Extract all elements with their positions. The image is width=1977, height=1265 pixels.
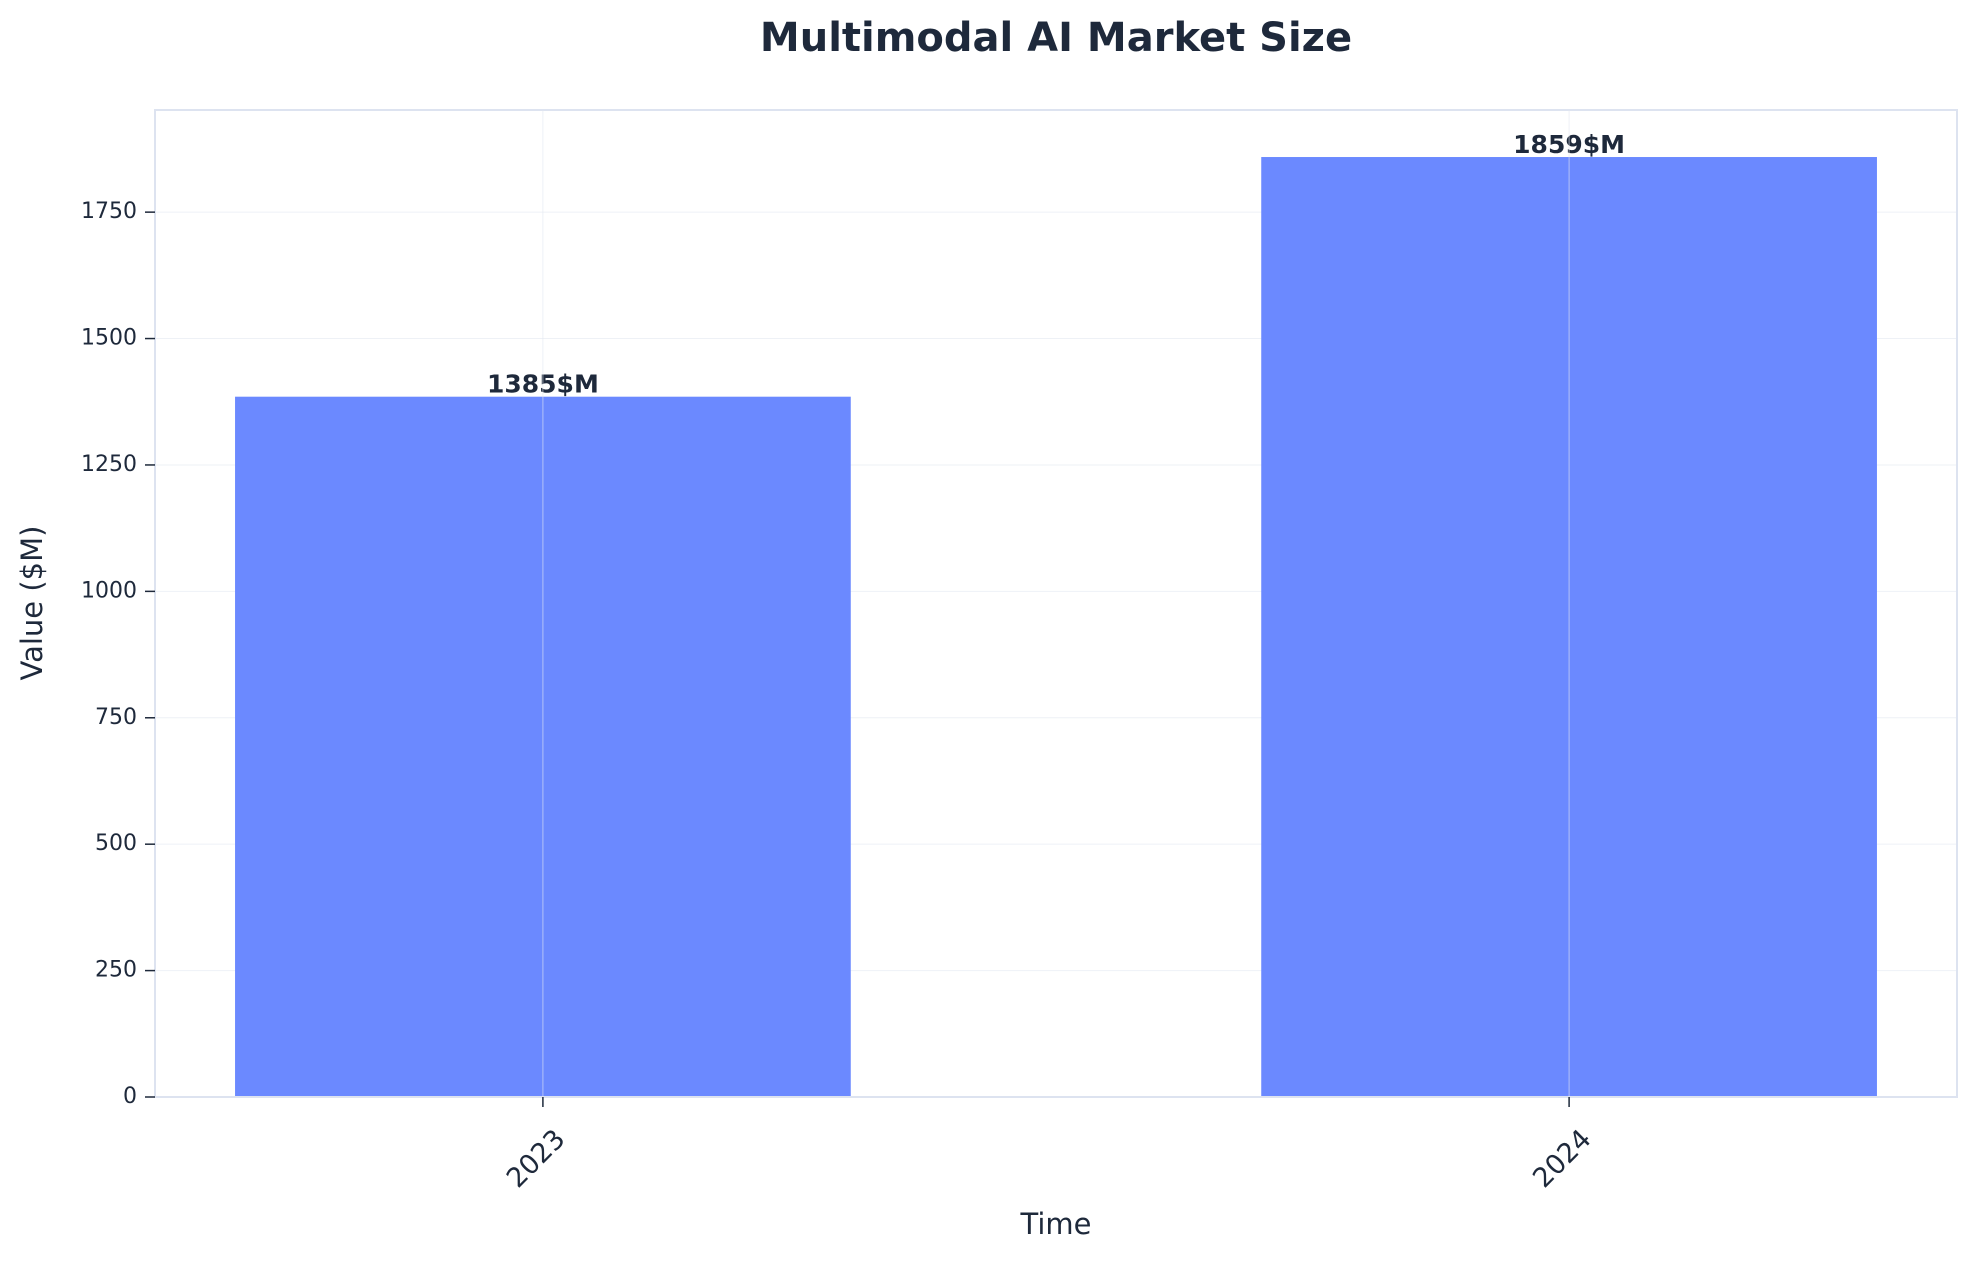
y-tick-label: 750 <box>95 705 137 730</box>
y-tick-label: 500 <box>95 831 137 856</box>
axes-frame <box>154 109 1958 1098</box>
y-tick-label: 1750 <box>81 199 137 224</box>
chart-title: Multimodal AI Market Size <box>760 15 1352 61</box>
y-axis-label: Value ($M) <box>15 526 49 681</box>
y-tick-label: 1250 <box>81 452 137 477</box>
y-tick-label: 1000 <box>81 578 137 603</box>
y-tick-label: 0 <box>123 1084 137 1109</box>
y-tick-label: 1500 <box>81 326 137 351</box>
y-tick-label: 250 <box>95 958 137 983</box>
x-axis-label: Time <box>1020 1207 1092 1241</box>
